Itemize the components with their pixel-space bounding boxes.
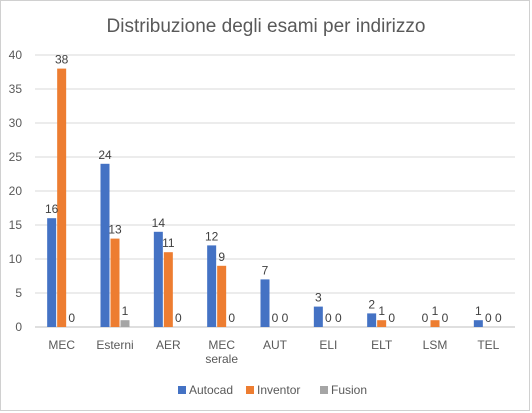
- y-tick-label: 15: [9, 218, 23, 232]
- bar-fusion: [120, 320, 130, 327]
- bar-autocad: [153, 231, 163, 327]
- data-label: 0: [325, 311, 332, 325]
- bar-inventor: [110, 238, 120, 327]
- y-tick-label: 30: [9, 116, 23, 130]
- data-label: 11: [162, 236, 175, 250]
- legend: Autocad Inventor Fusion: [178, 383, 367, 397]
- y-tick-label: 10: [9, 252, 23, 266]
- x-tick-label: ELT: [371, 338, 393, 352]
- bar-inventor: [377, 320, 387, 327]
- data-label: 16: [45, 202, 59, 216]
- data-label: 0: [175, 311, 182, 325]
- data-label: 14: [152, 216, 166, 230]
- data-label: 2: [368, 297, 375, 311]
- legend-label: Autocad: [189, 383, 233, 397]
- data-label: 1: [122, 304, 129, 318]
- data-label: 7: [262, 263, 269, 277]
- y-tick-label: 0: [15, 320, 22, 334]
- bar-autocad: [367, 313, 377, 327]
- x-tick-label: TEL: [477, 338, 499, 352]
- x-tick-label: LSM: [423, 338, 448, 352]
- data-label: 0: [228, 311, 235, 325]
- x-tick-label: Esterni: [96, 338, 133, 352]
- x-tick-label: AUT: [263, 338, 288, 352]
- legend-swatch: [178, 386, 186, 394]
- legend-swatch: [320, 386, 328, 394]
- x-tick-label: MEC: [48, 338, 75, 352]
- data-label: 38: [55, 53, 69, 67]
- legend-label: Fusion: [331, 383, 367, 397]
- bar-autocad: [100, 163, 110, 327]
- data-label: 0: [442, 311, 449, 325]
- y-tick-label: 35: [9, 82, 23, 96]
- bar-inventor: [163, 252, 173, 327]
- data-label: 24: [98, 148, 112, 162]
- bar-inventor: [57, 68, 67, 327]
- data-label: 0: [272, 311, 279, 325]
- legend-item-fusion: Fusion: [320, 383, 367, 397]
- legend-swatch: [246, 386, 254, 394]
- data-label: 0: [388, 311, 395, 325]
- y-tick-label: 20: [9, 184, 23, 198]
- bar-autocad: [260, 279, 270, 327]
- y-tick-label: 40: [9, 48, 23, 62]
- bar-inventor: [217, 265, 227, 327]
- bar-autocad: [313, 306, 323, 327]
- data-label: 0: [335, 311, 342, 325]
- x-tick-label: ELI: [319, 338, 337, 352]
- y-axis-ticks: 0 5 10 15 20 25 30 35 40: [9, 48, 23, 334]
- y-tick-label: 5: [15, 286, 22, 300]
- data-label: 13: [108, 223, 122, 237]
- data-label: 0: [282, 311, 289, 325]
- data-label: 0: [422, 311, 429, 325]
- data-label: 1: [432, 304, 439, 318]
- data-label: 12: [205, 229, 219, 243]
- data-label: 0: [68, 311, 75, 325]
- bars: [47, 68, 483, 327]
- bar-autocad: [207, 245, 217, 327]
- x-tick-label: AER: [156, 338, 181, 352]
- x-axis-ticks: MEC Esterni AER MEC serale AUT ELI ELT LSM TEL: [48, 338, 499, 366]
- x-tick-label: MEC serale: [205, 338, 238, 366]
- bar-autocad: [47, 218, 57, 327]
- data-label: 0: [495, 311, 502, 325]
- data-label: 3: [315, 291, 322, 305]
- y-tick-label: 25: [9, 150, 23, 164]
- legend-item-autocad: Autocad: [178, 383, 233, 397]
- legend-item-inventor: Inventor: [246, 383, 300, 397]
- chart-title: Distribuzione degli esami per indirizzo: [107, 16, 426, 37]
- bar-autocad: [473, 320, 483, 327]
- data-label: 9: [218, 250, 225, 264]
- legend-label: Inventor: [257, 383, 300, 397]
- data-label: 0: [485, 311, 492, 325]
- bar-inventor: [430, 320, 440, 327]
- data-label: 1: [378, 304, 385, 318]
- data-label: 1: [475, 304, 482, 318]
